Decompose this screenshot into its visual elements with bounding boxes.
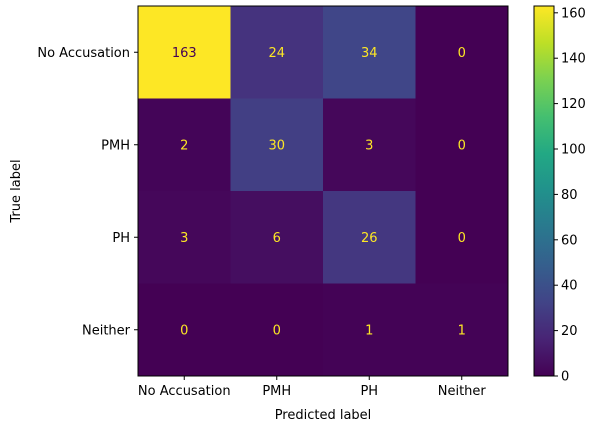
colorbar-tick-label: 80 (561, 188, 578, 203)
matrix-cell (230, 191, 324, 284)
colorbar-tick-label: 140 (561, 52, 586, 67)
colorbar-axis: 0 20 40 60 80 100 120 140 160 (554, 6, 586, 385)
cell-value-label: 26 (361, 231, 378, 246)
cell-value-label: 0 (180, 323, 188, 338)
x-axis-title: Predicted label (275, 408, 372, 423)
cell-value-label: 6 (273, 231, 281, 246)
y-tick-label: No Accusation (37, 46, 130, 61)
cell-value-label: 163 (172, 46, 197, 61)
cell-value-label: 24 (268, 46, 285, 61)
matrix-cell (323, 98, 416, 192)
y-axis: No Accusation PMH PH Neither (37, 46, 138, 338)
colorbar-tick-label: 120 (561, 97, 586, 112)
colorbar-tick-label: 60 (561, 233, 578, 248)
cell-value-label: 2 (180, 138, 188, 153)
matrix-cell (230, 283, 324, 377)
cell-value-label: 0 (458, 138, 466, 153)
matrix-cell (138, 283, 231, 377)
colorbar-tick-label: 160 (561, 6, 586, 21)
matrix-cell (138, 98, 231, 192)
matrix-cell (230, 6, 324, 99)
colorbar-tick-label: 100 (561, 143, 586, 158)
cell-value-label: 1 (458, 323, 466, 338)
x-tick-label: PMH (262, 384, 291, 399)
y-tick-label: Neither (82, 323, 131, 338)
matrix-cell (138, 191, 231, 284)
colorbar-tick-label: 40 (561, 279, 578, 294)
matrix-cell (230, 98, 324, 192)
cell-value-label: 3 (180, 231, 188, 246)
y-axis-title: True label (9, 159, 24, 223)
x-axis: No Accusation PMH PH Neither (138, 376, 486, 399)
matrix-cell (415, 191, 509, 284)
cell-value-label: 0 (273, 323, 281, 338)
matrix-cell (415, 6, 509, 99)
matrix-cell (415, 98, 509, 192)
colorbar-tick-label: 0 (561, 370, 569, 385)
matrix-cell (415, 283, 509, 377)
y-tick-label: PH (112, 231, 130, 246)
matrix-cell (323, 191, 416, 284)
matrix-cell (323, 283, 416, 377)
colorbar (533, 5, 555, 377)
y-tick-label: PMH (101, 138, 130, 153)
cell-value-label: 3 (365, 138, 373, 153)
matrix-cell (323, 6, 416, 99)
matrix-cell (138, 6, 231, 99)
matrix-cells: 163 24 34 02 30 3 03 6 26 00 0 1 1 (138, 6, 509, 377)
x-tick-label: Neither (438, 384, 487, 399)
cell-value-label: 0 (458, 46, 466, 61)
cell-value-label: 0 (458, 231, 466, 246)
x-tick-label: No Accusation (138, 384, 231, 399)
cell-value-label: 30 (268, 138, 285, 153)
plot-frame (137, 5, 509, 377)
colorbar-tick-label: 20 (561, 324, 578, 339)
x-tick-label: PH (360, 384, 378, 399)
cell-value-label: 1 (365, 323, 373, 338)
cell-value-label: 34 (361, 46, 378, 61)
